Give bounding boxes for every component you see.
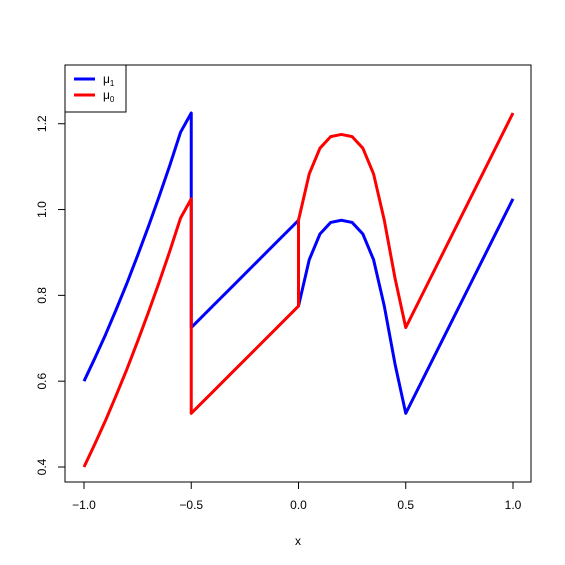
x-tick-label: 0.0 [290,498,307,512]
x-tick-label: −0.5 [179,498,203,512]
x-tick-label: 1.0 [505,498,522,512]
x-axis: −1.0 −0.5 0.0 0.5 1.0 [72,481,522,512]
x-tick-label: −1.0 [72,498,96,512]
legend-label-mu1: μ1 [103,72,115,88]
series-layer [82,111,515,468]
x-axis-title: x [295,534,301,548]
legend-label-mu0: μ0 [103,88,115,104]
x-tick-label: 0.5 [397,498,414,512]
y-tick-label: 1.0 [35,201,49,218]
y-tick-label: 0.8 [35,287,49,304]
y-tick-label: 0.4 [35,458,49,475]
y-tick-label: 1.2 [35,115,49,132]
series-line-mu0 [82,112,515,468]
legend-box [64,64,127,113]
y-axis: 0.4 0.6 0.8 1.0 1.2 [35,115,66,475]
y-tick-label: 0.6 [35,373,49,390]
